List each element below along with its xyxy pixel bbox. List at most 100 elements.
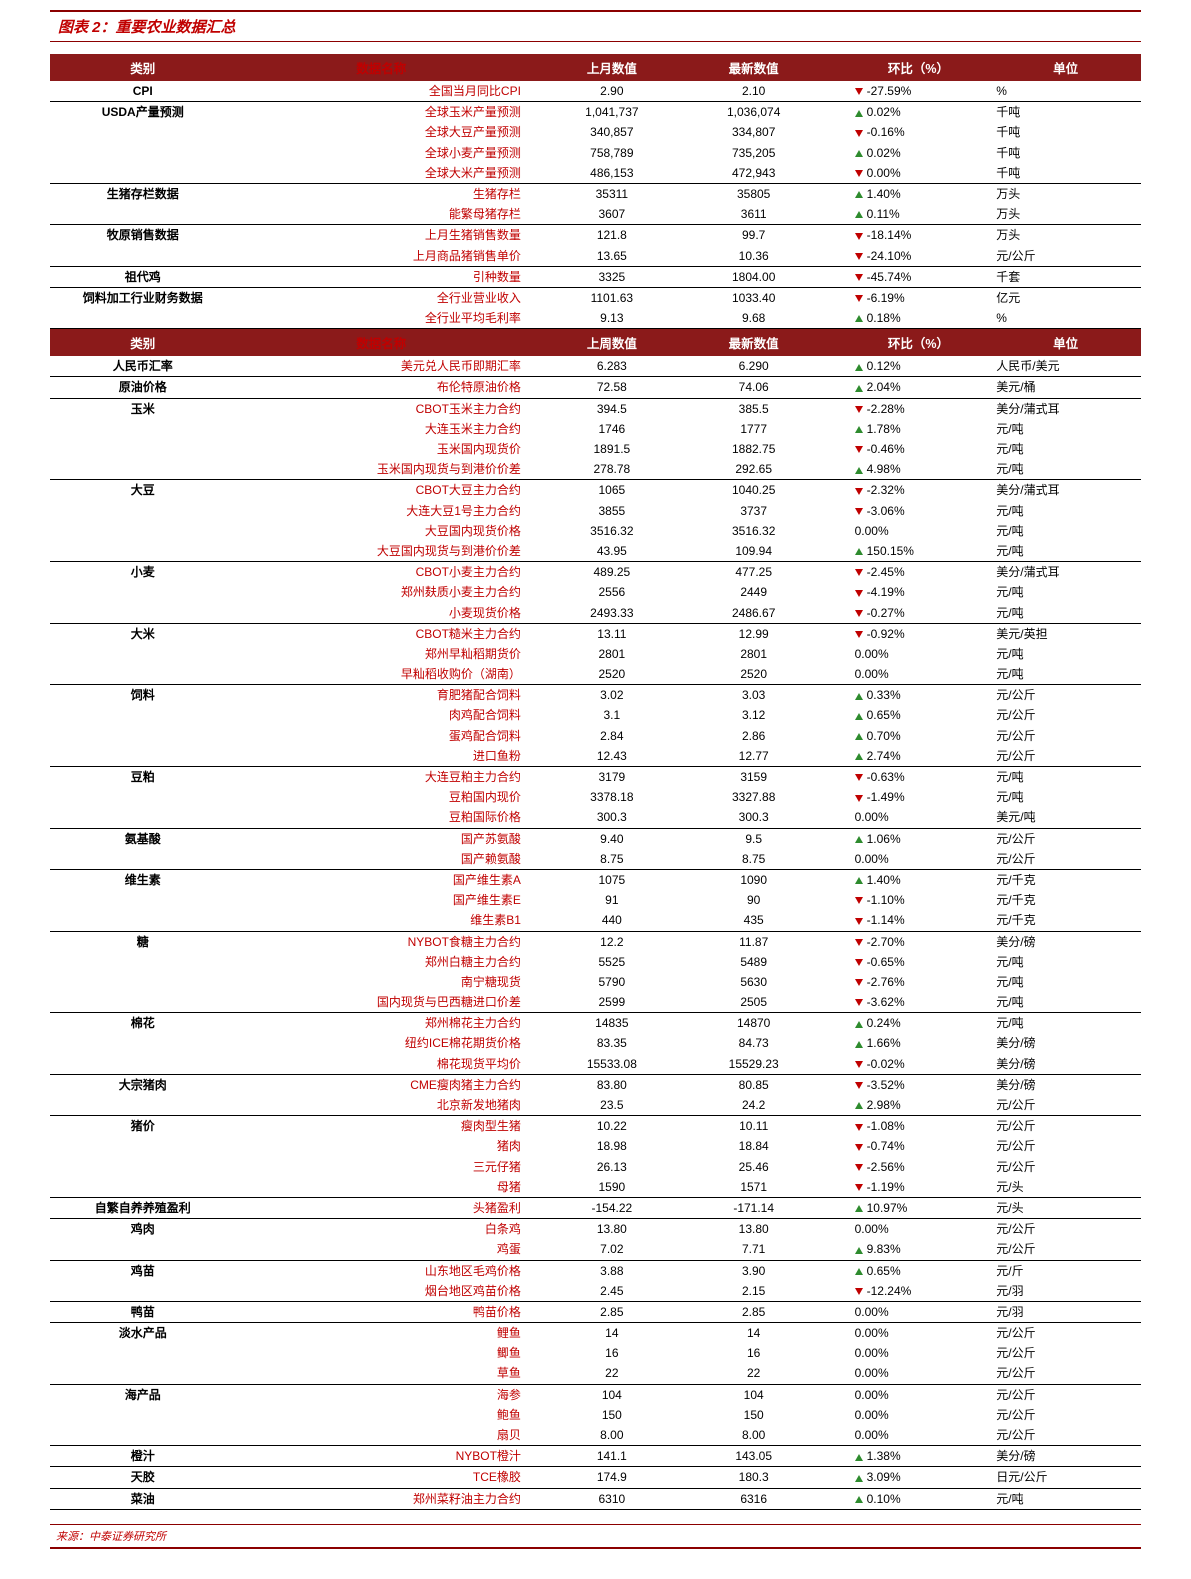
source-bar: 来源：中泰证券研究所 — [50, 1524, 1141, 1549]
cell-change: -0.74% — [825, 1136, 989, 1156]
triangle-down-icon — [855, 508, 863, 515]
cell-change: 1.66% — [825, 1033, 989, 1053]
change-value: 9.83% — [867, 1242, 901, 1256]
cell-change: -2.32% — [825, 480, 989, 501]
cell-unit: 千吨 — [988, 163, 1141, 184]
table-row: 鸡肉白条鸡13.8013.800.00%元/公斤 — [50, 1219, 1141, 1240]
cell-change: 0.00% — [825, 521, 989, 541]
table-row: 蛋鸡配合饲料2.842.860.70%元/公斤 — [50, 726, 1141, 746]
cell-name: 扇贝 — [235, 1425, 540, 1446]
cell-change: 0.00% — [825, 1343, 989, 1363]
cell-prev: 758,789 — [541, 143, 683, 163]
cell-prev: 3325 — [541, 266, 683, 287]
cell-name: 猪肉 — [235, 1136, 540, 1156]
cell-change: 0.00% — [825, 1363, 989, 1384]
cell-new: 1777 — [683, 419, 825, 439]
cell-unit: 元/头 — [988, 1177, 1141, 1198]
triangle-down-icon — [855, 918, 863, 925]
change-value: -1.08% — [867, 1119, 905, 1133]
cell-category — [50, 910, 235, 931]
cell-name: 瘦肉型生猪 — [235, 1116, 540, 1137]
cell-change: 0.65% — [825, 1260, 989, 1281]
cell-prev: 2.45 — [541, 1281, 683, 1302]
cell-change: 0.33% — [825, 685, 989, 706]
triangle-down-icon — [855, 233, 863, 240]
cell-prev: 2599 — [541, 992, 683, 1013]
title-bar: 图表 2：重要农业数据汇总 — [50, 10, 1141, 42]
table-row: 鸡苗山东地区毛鸡价格3.883.900.65%元/斤 — [50, 1260, 1141, 1281]
table-row: 烟台地区鸡苗价格2.452.15-12.24%元/羽 — [50, 1281, 1141, 1302]
triangle-down-icon — [855, 1124, 863, 1131]
cell-category — [50, 459, 235, 480]
change-value: 1.40% — [867, 187, 901, 201]
cell-unit: 元/吨 — [988, 1488, 1141, 1509]
cell-new: 2520 — [683, 664, 825, 685]
triangle-up-icon — [855, 877, 863, 884]
change-value: 0.02% — [867, 105, 901, 119]
cell-new: 1882.75 — [683, 439, 825, 459]
cell-new: 15529.23 — [683, 1054, 825, 1075]
table-row: 原油价格布伦特原油价格72.5874.062.04%美元/桶 — [50, 377, 1141, 398]
cell-prev: 12.43 — [541, 746, 683, 767]
cell-unit: 千吨 — [988, 122, 1141, 142]
table-header-2: 类别 数据名称 上周数值 最新数值 环比（%） 单位 — [50, 329, 1141, 357]
cell-change: 0.00% — [825, 1425, 989, 1446]
cell-prev: 1075 — [541, 869, 683, 890]
cell-name: 上月商品猪销售单价 — [235, 246, 540, 267]
cell-new: 12.99 — [683, 623, 825, 644]
cell-prev: 3179 — [541, 767, 683, 788]
cell-change: 0.00% — [825, 1405, 989, 1425]
cell-new: 84.73 — [683, 1033, 825, 1053]
cell-name: NYBOT橙汁 — [235, 1446, 540, 1467]
cell-name: 纽约ICE棉花期货价格 — [235, 1033, 540, 1053]
cell-category: 原油价格 — [50, 377, 235, 398]
triangle-up-icon — [855, 150, 863, 157]
cell-change: -45.74% — [825, 266, 989, 287]
cell-category — [50, 419, 235, 439]
cell-category — [50, 746, 235, 767]
cell-unit: 元/千克 — [988, 890, 1141, 910]
cell-change: 1.38% — [825, 1446, 989, 1467]
triangle-down-icon — [855, 774, 863, 781]
triangle-down-icon — [855, 1082, 863, 1089]
header-name: 数据名称 — [235, 329, 540, 357]
triangle-down-icon — [855, 274, 863, 281]
triangle-down-icon — [855, 1061, 863, 1068]
triangle-down-icon — [855, 610, 863, 617]
cell-change: -2.45% — [825, 562, 989, 583]
cell-new: 13.80 — [683, 1219, 825, 1240]
table-row: 生猪存栏数据生猪存栏35311358051.40%万头 — [50, 183, 1141, 204]
cell-category — [50, 1343, 235, 1363]
cell-new: 3327.88 — [683, 787, 825, 807]
cell-category — [50, 1281, 235, 1302]
cell-prev: 72.58 — [541, 377, 683, 398]
triangle-up-icon — [855, 1454, 863, 1461]
triangle-up-icon — [855, 110, 863, 117]
cell-new: 1033.40 — [683, 287, 825, 308]
change-value: 0.00% — [855, 1222, 889, 1236]
cell-new: 3159 — [683, 767, 825, 788]
cell-prev: 278.78 — [541, 459, 683, 480]
cell-new: 8.00 — [683, 1425, 825, 1446]
cell-category — [50, 1095, 235, 1116]
cell-unit: 元/公斤 — [988, 685, 1141, 706]
cell-new: 300.3 — [683, 807, 825, 828]
change-value: -0.02% — [867, 1057, 905, 1071]
cell-category — [50, 644, 235, 664]
cell-prev: 2556 — [541, 582, 683, 602]
change-value: 3.09% — [867, 1470, 901, 1484]
cell-name: 草鱼 — [235, 1363, 540, 1384]
cell-prev: 174.9 — [541, 1467, 683, 1488]
change-value: 0.00% — [855, 647, 889, 661]
cell-prev: 8.00 — [541, 1425, 683, 1446]
header-change: 环比（%） — [825, 54, 989, 81]
header-unit: 单位 — [988, 54, 1141, 81]
cell-category — [50, 582, 235, 602]
cell-category: 菜油 — [50, 1488, 235, 1509]
cell-unit: 元/羽 — [988, 1281, 1141, 1302]
cell-new: 180.3 — [683, 1467, 825, 1488]
table-row: 猪肉18.9818.84-0.74%元/公斤 — [50, 1136, 1141, 1156]
cell-change: 0.65% — [825, 705, 989, 725]
cell-unit: 元/吨 — [988, 664, 1141, 685]
cell-name: 全球玉米产量预测 — [235, 102, 540, 123]
